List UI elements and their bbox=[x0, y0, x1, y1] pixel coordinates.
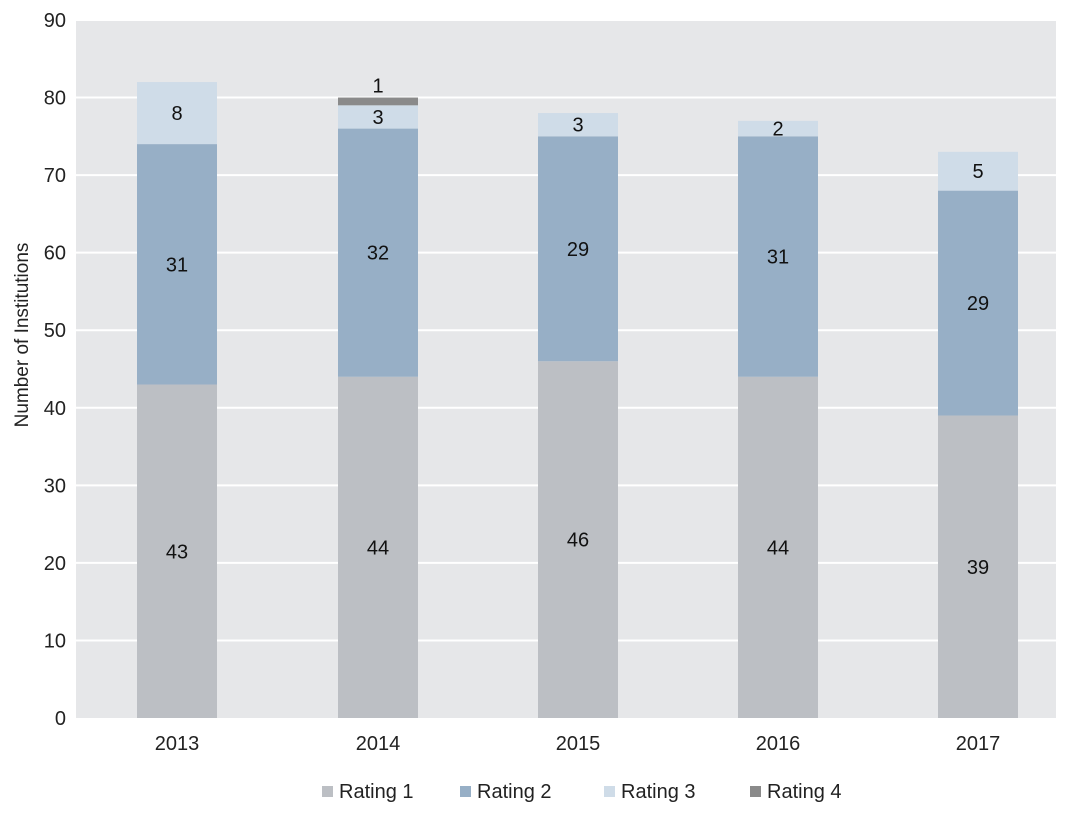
data-label: 5 bbox=[972, 161, 983, 183]
bar-segment bbox=[338, 97, 418, 106]
bar-segment bbox=[137, 384, 217, 718]
data-label: 46 bbox=[567, 530, 589, 552]
legend-swatch bbox=[604, 786, 615, 797]
y-tick-label: 50 bbox=[44, 320, 66, 342]
bar-segment bbox=[338, 128, 418, 377]
data-label: 29 bbox=[567, 239, 589, 261]
y-tick-label: 0 bbox=[55, 708, 66, 730]
bar-segment bbox=[738, 376, 818, 718]
legend-label: Rating 2 bbox=[477, 781, 552, 803]
y-tick-label: 60 bbox=[44, 243, 66, 265]
data-label: 32 bbox=[367, 243, 389, 265]
bar-segment bbox=[538, 361, 618, 718]
x-tick-label: 2017 bbox=[956, 733, 1001, 755]
y-tick-label: 80 bbox=[44, 88, 66, 110]
bar-segment bbox=[938, 151, 1018, 191]
data-label: 31 bbox=[166, 254, 188, 276]
legend-item: Rating 4 bbox=[750, 781, 842, 803]
x-tick-label: 2014 bbox=[356, 733, 401, 755]
legend: Rating 1 Rating 2 Rating 3 Rating 4 bbox=[322, 781, 842, 803]
legend-swatch bbox=[750, 786, 761, 797]
x-tick-label: 2016 bbox=[756, 733, 801, 755]
y-tick-label: 70 bbox=[44, 165, 66, 187]
data-label: 44 bbox=[767, 537, 789, 559]
x-tick-label: 2013 bbox=[155, 733, 200, 755]
legend-item: Rating 2 bbox=[460, 781, 552, 803]
legend-swatch bbox=[322, 786, 333, 797]
data-label: 31 bbox=[767, 247, 789, 269]
bar-segment bbox=[137, 82, 217, 145]
bar-segment bbox=[938, 190, 1018, 416]
legend-label: Rating 4 bbox=[767, 781, 842, 803]
bars bbox=[137, 82, 1018, 718]
legend-swatch bbox=[460, 786, 471, 797]
data-label: 43 bbox=[166, 541, 188, 563]
y-tick-label: 40 bbox=[44, 398, 66, 420]
x-tick-label: 2015 bbox=[556, 733, 601, 755]
y-axis-ticks: 0 10 20 30 40 50 60 70 80 90 bbox=[44, 10, 66, 730]
legend-label: Rating 1 bbox=[339, 781, 414, 803]
bar-segment bbox=[738, 120, 818, 137]
bar-segment bbox=[738, 136, 818, 377]
bar-segment bbox=[538, 136, 618, 362]
bar-segment bbox=[538, 113, 618, 137]
data-label: 39 bbox=[967, 557, 989, 579]
data-label: 29 bbox=[967, 293, 989, 315]
data-label: 44 bbox=[367, 537, 389, 559]
data-label: 3 bbox=[572, 115, 583, 137]
y-tick-label: 10 bbox=[44, 630, 66, 652]
legend-label: Rating 3 bbox=[621, 781, 696, 803]
bar-segment bbox=[938, 415, 1018, 718]
y-axis-label: Number of Institutions bbox=[12, 243, 33, 428]
legend-item: Rating 3 bbox=[604, 781, 696, 803]
data-label: 1 bbox=[372, 76, 383, 98]
y-tick-label: 20 bbox=[44, 553, 66, 575]
y-tick-label: 30 bbox=[44, 475, 66, 497]
x-axis-ticks: 2013 2014 2015 2016 2017 bbox=[155, 733, 1001, 755]
data-label: 2 bbox=[772, 119, 783, 141]
bar-segment bbox=[137, 144, 217, 385]
data-label: 3 bbox=[372, 107, 383, 129]
bar-segment bbox=[338, 376, 418, 718]
bar-segment bbox=[338, 105, 418, 129]
y-tick-label: 90 bbox=[44, 10, 66, 32]
legend-item: Rating 1 bbox=[322, 781, 414, 803]
data-label: 8 bbox=[171, 103, 182, 125]
